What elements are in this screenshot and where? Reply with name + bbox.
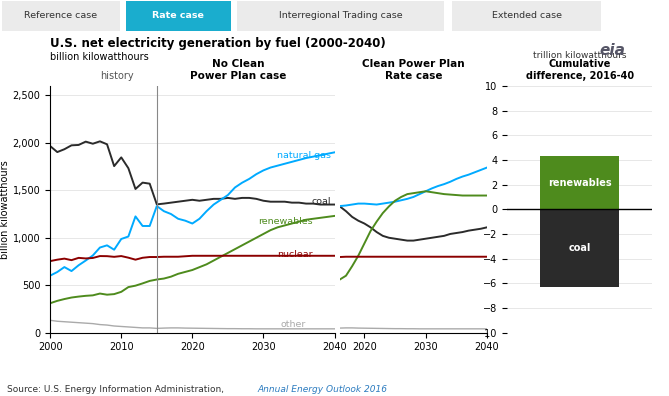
Text: coal: coal [312,197,331,206]
Text: Reference case: Reference case [24,11,98,20]
Text: nuclear: nuclear [278,250,313,259]
Text: Cumulative
difference, 2016-40: Cumulative difference, 2016-40 [526,59,634,81]
Text: renewables: renewables [258,217,313,226]
Text: natural gas: natural gas [277,151,331,160]
Text: Source: U.S. Energy Information Administration,: Source: U.S. Energy Information Administ… [7,385,227,394]
Text: eia: eia [599,43,625,58]
Text: trillion kilowatthours: trillion kilowatthours [533,51,626,60]
Text: Annual Energy Outlook 2016: Annual Energy Outlook 2016 [258,385,387,394]
Text: coal: coal [569,243,591,253]
Bar [452,1,601,31]
Text: U.S. net electricity generation by fuel (2000-2040): U.S. net electricity generation by fuel … [50,37,386,50]
Text: other: other [281,320,306,329]
Text: Extended case: Extended case [492,11,561,20]
Text: No Clean
Power Plan case: No Clean Power Plan case [189,59,286,81]
Bar [126,1,231,31]
Text: renewables: renewables [548,178,611,188]
Text: Rate case: Rate case [153,11,204,20]
Text: Clean Power Plan
Rate case: Clean Power Plan Rate case [362,59,465,81]
Bar [237,1,444,31]
Y-axis label: billion kilowatthours: billion kilowatthours [0,160,10,259]
Text: billion kilowatthours: billion kilowatthours [50,52,149,62]
Text: history: history [100,71,134,81]
Bar [541,209,619,287]
Bar [2,1,120,31]
Text: Interregional Trading case: Interregional Trading case [279,11,403,20]
Bar [541,156,619,209]
